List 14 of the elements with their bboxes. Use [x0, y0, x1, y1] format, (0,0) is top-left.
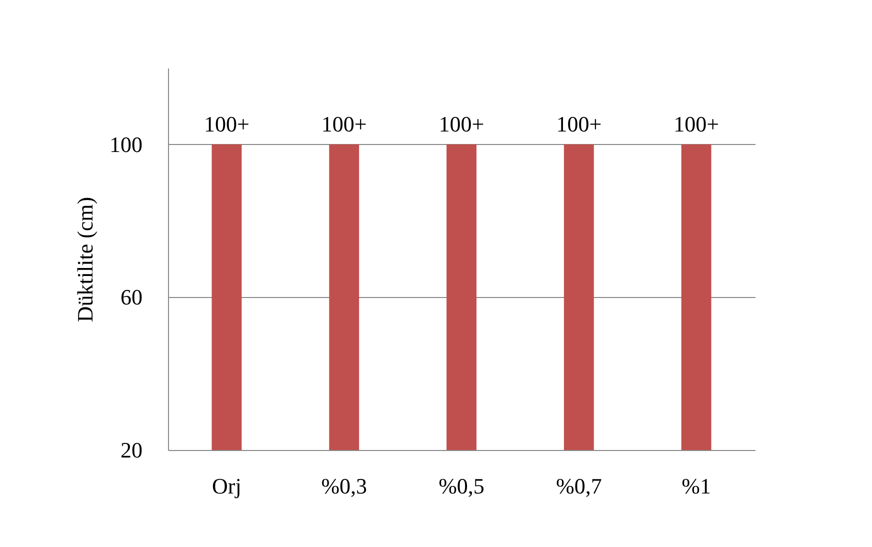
x-tick-label: %1: [682, 474, 711, 498]
x-tick-label: Orj: [212, 474, 242, 498]
x-tick-label: %0,5: [438, 474, 484, 498]
y-tick-label: 20: [120, 438, 142, 462]
data-label: 100+: [674, 111, 720, 136]
data-label: 100+: [321, 111, 367, 136]
y-tick-label: 100: [110, 132, 142, 157]
data-label: 100+: [438, 111, 484, 136]
x-tick-label: %0,3: [321, 474, 368, 498]
data-label: 100+: [556, 111, 602, 136]
y-tick-label: 60: [120, 284, 142, 310]
x-tick-label: %0,7: [556, 474, 602, 498]
data-label: 100+: [204, 111, 250, 136]
y-axis-title: Düktilite (cm): [72, 196, 98, 322]
